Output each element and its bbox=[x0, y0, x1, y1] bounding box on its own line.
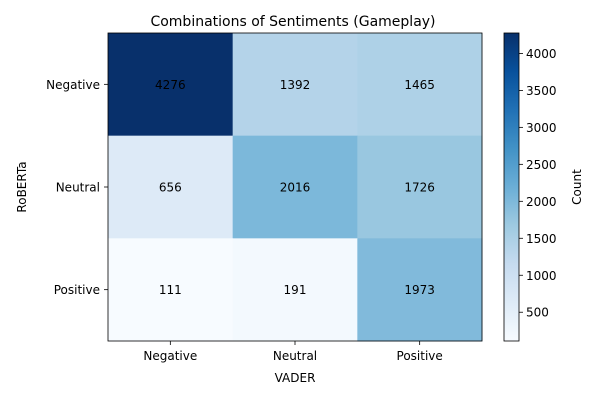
cell-value-1-0: 656 bbox=[159, 181, 182, 195]
heatmap-cells bbox=[108, 33, 483, 342]
cell-value-0-1: 1392 bbox=[280, 78, 311, 92]
colorbar-tick-label-1: 1000 bbox=[526, 269, 557, 283]
cell-value-2-0: 111 bbox=[159, 283, 182, 297]
heatmap-cell-2-0 bbox=[108, 238, 234, 342]
cell-value-0-0: 4276 bbox=[155, 78, 186, 92]
x-tick-label-2: Positive bbox=[397, 349, 443, 363]
cell-value-1-2: 1726 bbox=[404, 181, 435, 195]
heatmap-cell-1-2 bbox=[357, 135, 483, 239]
cell-value-0-2: 1465 bbox=[404, 78, 435, 92]
colorbar-tick-label-3: 2000 bbox=[526, 195, 557, 209]
colorbar bbox=[503, 32, 520, 342]
y-tick-label-1: Neutral bbox=[56, 181, 100, 195]
y-axis-label: RoBERTa bbox=[15, 161, 29, 212]
colorbar-tick-label-4: 2500 bbox=[526, 158, 557, 172]
cell-value-1-1: 2016 bbox=[280, 181, 311, 195]
heatmap-cell-2-2 bbox=[357, 238, 483, 342]
colorbar-label: Count bbox=[570, 169, 584, 205]
cell-value-2-2: 1973 bbox=[404, 283, 435, 297]
cell-value-2-1: 191 bbox=[284, 283, 307, 297]
heatmap-cell-0-0 bbox=[108, 33, 234, 137]
heatmap-cell-1-1 bbox=[232, 135, 358, 239]
y-tick-label-2: Positive bbox=[54, 283, 100, 297]
heatmap-cell-2-1 bbox=[232, 238, 358, 342]
chart-title: Combinations of Sentiments (Gameplay) bbox=[150, 14, 435, 30]
x-axis-ticks: Negative Neutral Positive bbox=[143, 341, 443, 363]
colorbar-tick-label-5: 3000 bbox=[526, 121, 557, 135]
heatmap-cell-0-2 bbox=[357, 33, 483, 137]
colorbar-tick-label-6: 3500 bbox=[526, 84, 557, 98]
colorbar-ticks: 500 1000 1500 2000 2500 3000 3500 4000 bbox=[519, 47, 557, 320]
heatmap-cell-0-1 bbox=[232, 33, 358, 137]
colorbar-tick-label-0: 500 bbox=[526, 306, 549, 320]
x-tick-label-0: Negative bbox=[143, 349, 197, 363]
y-axis-ticks: Negative Neutral Positive bbox=[46, 78, 108, 297]
y-tick-label-0: Negative bbox=[46, 78, 100, 92]
cell-value-labels: 4276 1392 1465 656 2016 1726 111 191 1973 bbox=[155, 78, 435, 297]
heatmap-cell-1-0 bbox=[108, 135, 234, 239]
x-tick-label-1: Neutral bbox=[273, 349, 317, 363]
colorbar-tick-label-7: 4000 bbox=[526, 47, 557, 61]
colorbar-tick-label-2: 1500 bbox=[526, 232, 557, 246]
x-axis-label: VADER bbox=[275, 371, 316, 385]
